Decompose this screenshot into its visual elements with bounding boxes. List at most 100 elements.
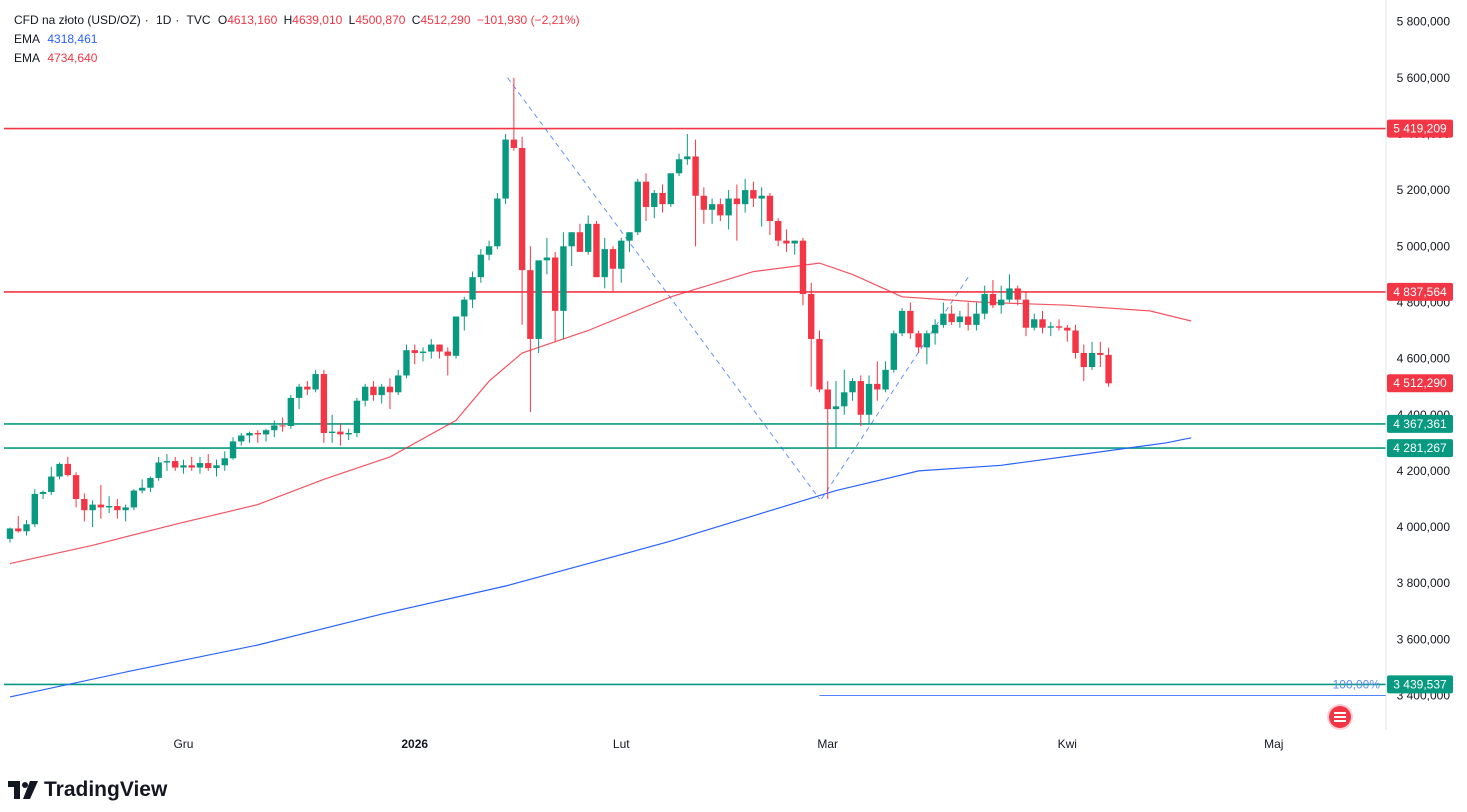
- candle: [651, 190, 658, 219]
- price-tag-box: [1387, 675, 1453, 694]
- y-tick-label: 5 800,000: [1397, 15, 1451, 29]
- candle: [510, 77, 518, 151]
- candle-body: [361, 386, 369, 401]
- candle-body: [750, 190, 757, 199]
- candle-body: [585, 223, 592, 252]
- candle-body: [48, 476, 55, 492]
- candle: [238, 433, 245, 446]
- ema-slow-line: [9, 262, 1192, 565]
- candle-body: [89, 504, 96, 511]
- candle-body: [1014, 288, 1021, 300]
- ema-fast-row[interactable]: EMA 4318,461: [14, 30, 583, 49]
- candle-body: [56, 463, 63, 477]
- candle-body: [618, 240, 625, 269]
- candle-body: [667, 173, 674, 205]
- high-label: H: [283, 13, 293, 27]
- candle-body: [72, 475, 80, 499]
- y-tick-label: 3 600,000: [1397, 632, 1451, 646]
- candle: [15, 515, 22, 533]
- candle-body: [138, 487, 146, 491]
- candle: [386, 378, 394, 410]
- candle: [923, 330, 931, 365]
- low-label: L: [348, 13, 356, 27]
- candle: [105, 496, 113, 514]
- us-flag-icon[interactable]: [1329, 706, 1351, 728]
- candle-body: [64, 463, 72, 476]
- candle-body: [1039, 319, 1046, 328]
- candle: [428, 338, 435, 359]
- candle-body: [1006, 288, 1013, 300]
- candle-body: [6, 528, 14, 539]
- candle: [328, 414, 336, 443]
- candle: [543, 237, 551, 275]
- candle-body: [824, 389, 831, 410]
- candle: [750, 181, 757, 207]
- ema-slow-row[interactable]: EMA 4734,640: [14, 49, 583, 68]
- ema-lines: [9, 262, 1192, 698]
- candle-body: [262, 430, 270, 435]
- candle: [72, 472, 80, 508]
- candle: [1022, 291, 1030, 337]
- x-tick-label: Lut: [613, 737, 630, 751]
- candle-body: [733, 198, 741, 205]
- candle: [857, 375, 864, 426]
- candle: [23, 520, 30, 536]
- candle: [180, 459, 187, 474]
- candle: [196, 456, 204, 474]
- y-tick-label: 5 600,000: [1397, 71, 1451, 85]
- candle-body: [956, 316, 964, 323]
- candle: [626, 232, 633, 252]
- candle: [931, 319, 939, 345]
- candle: [172, 456, 179, 471]
- candle-body: [436, 344, 443, 352]
- symbol-name[interactable]: CFD na złoto (USD/OZ): [14, 13, 141, 27]
- candle-body: [271, 425, 278, 431]
- candle-body: [378, 386, 385, 396]
- candle-body: [130, 490, 138, 508]
- candle-body: [948, 313, 955, 323]
- candle: [147, 476, 154, 492]
- candle-body: [246, 433, 253, 436]
- candle: [1088, 341, 1096, 370]
- candle: [1039, 310, 1046, 334]
- price-tag-resistance: 5 419,209: [1387, 119, 1453, 138]
- candle-body: [783, 240, 790, 244]
- candle-body: [81, 498, 88, 511]
- candle: [494, 192, 501, 250]
- candle: [246, 431, 253, 443]
- price-tag-box: [1387, 414, 1453, 433]
- candle-body: [320, 374, 328, 434]
- candle-body: [841, 392, 848, 407]
- candle-body: [940, 313, 947, 325]
- candle: [1064, 324, 1071, 342]
- candle: [1105, 347, 1112, 387]
- candle: [461, 296, 468, 331]
- candle-body: [510, 139, 518, 149]
- candle-body: [345, 433, 352, 435]
- y-tick-label: 4 200,000: [1397, 464, 1451, 478]
- tradingview-logo[interactable]: TradingView: [8, 778, 167, 802]
- candle: [766, 192, 774, 236]
- candle: [304, 381, 311, 396]
- candle-body: [1080, 352, 1087, 368]
- candle-body: [816, 338, 823, 390]
- candle: [998, 285, 1005, 314]
- candle: [122, 504, 129, 522]
- candle: [824, 381, 831, 499]
- fib-projection-line: [507, 77, 820, 500]
- candle-body: [1064, 327, 1071, 331]
- price-tag-label: 4 281,267: [1393, 441, 1447, 455]
- y-tick-label: 4 600,000: [1397, 352, 1451, 366]
- candle-body: [675, 159, 683, 174]
- candle: [1047, 322, 1054, 337]
- candle-body: [469, 277, 476, 300]
- fib-projection: 100,00%: [507, 77, 1386, 697]
- price-tag-support: 3 439,537: [1387, 675, 1453, 694]
- candle-body: [304, 386, 311, 390]
- candle-body: [642, 181, 650, 207]
- interval[interactable]: 1D: [156, 13, 172, 27]
- candle: [1072, 324, 1079, 359]
- y-tick-label: 5 200,000: [1397, 183, 1451, 197]
- candle-body: [981, 294, 988, 314]
